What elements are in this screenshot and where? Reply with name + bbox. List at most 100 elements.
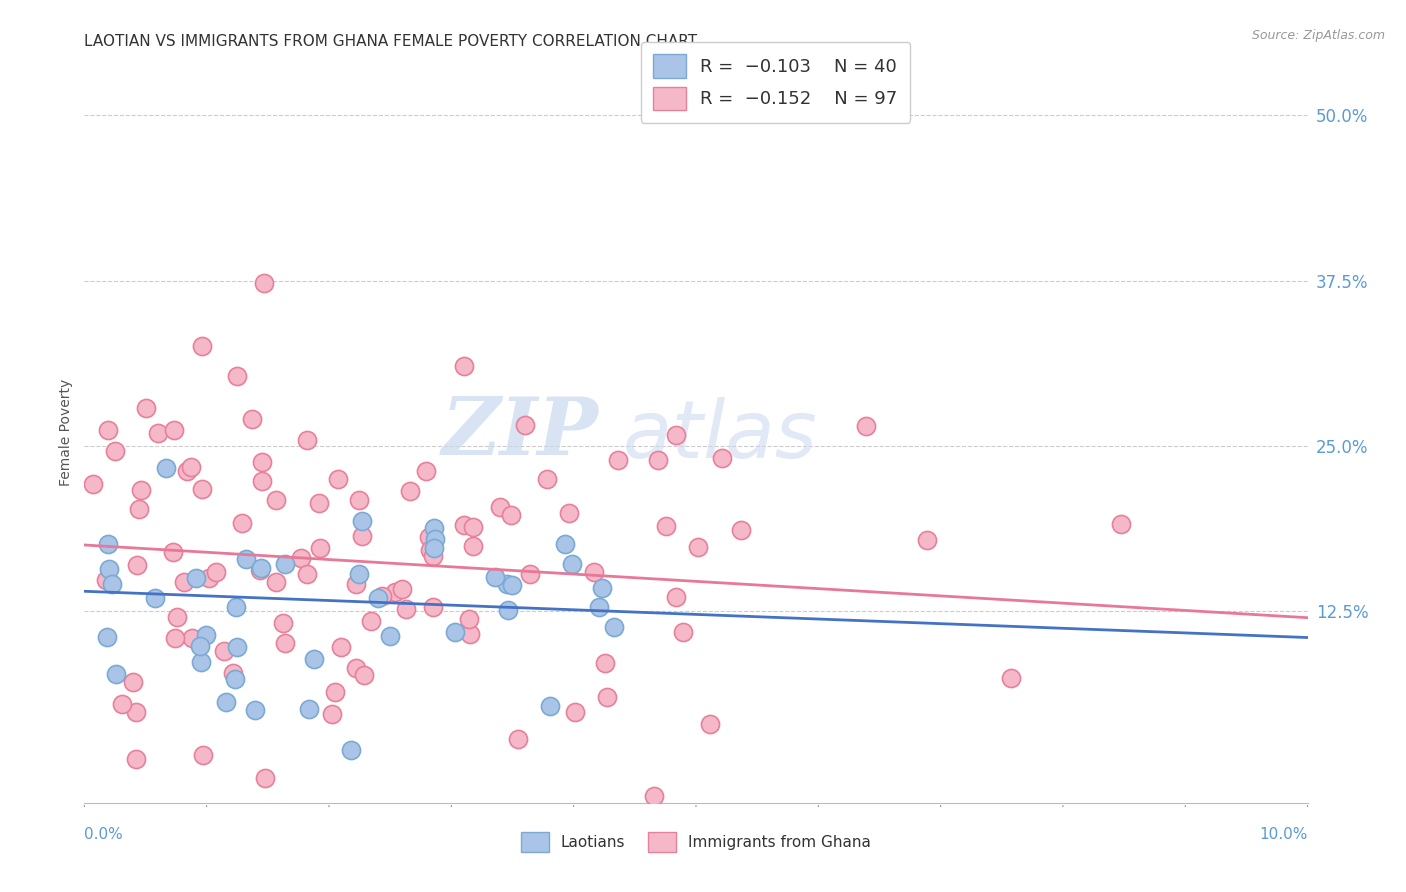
Point bbox=[274, 635, 297, 649]
Point bbox=[225, 600, 247, 615]
Point bbox=[394, 602, 416, 616]
Point bbox=[384, 585, 406, 599]
Point bbox=[176, 464, 198, 478]
Point bbox=[264, 492, 287, 507]
Point bbox=[496, 603, 519, 617]
Point bbox=[593, 656, 616, 670]
Point bbox=[226, 368, 249, 383]
Point bbox=[326, 472, 349, 486]
Point bbox=[163, 631, 186, 645]
Point bbox=[501, 508, 523, 522]
Point bbox=[607, 452, 630, 467]
Point bbox=[224, 672, 246, 686]
Point bbox=[125, 558, 148, 572]
Point bbox=[309, 541, 332, 556]
Point bbox=[155, 460, 177, 475]
Point bbox=[194, 628, 217, 642]
Point bbox=[243, 703, 266, 717]
Point bbox=[101, 577, 124, 591]
Point bbox=[250, 561, 273, 575]
Point bbox=[215, 695, 238, 709]
Point bbox=[325, 685, 347, 699]
Point bbox=[135, 401, 157, 416]
Point bbox=[254, 771, 277, 785]
Point bbox=[643, 789, 665, 804]
Point bbox=[271, 616, 294, 631]
Point bbox=[484, 570, 506, 584]
Point bbox=[554, 537, 576, 551]
Point bbox=[121, 675, 143, 690]
Point bbox=[423, 541, 446, 555]
Point bbox=[298, 702, 321, 716]
Point bbox=[489, 500, 512, 515]
Text: Source: ZipAtlas.com: Source: ZipAtlas.com bbox=[1251, 29, 1385, 42]
Text: LAOTIAN VS IMMIGRANTS FROM GHANA FEMALE POVERTY CORRELATION CHART: LAOTIAN VS IMMIGRANTS FROM GHANA FEMALE … bbox=[84, 34, 697, 49]
Point bbox=[453, 518, 475, 533]
Point bbox=[235, 552, 257, 566]
Point bbox=[173, 574, 195, 589]
Point bbox=[97, 424, 120, 438]
Point bbox=[190, 655, 212, 669]
Point bbox=[253, 276, 276, 290]
Point bbox=[274, 558, 297, 572]
Point bbox=[222, 666, 245, 681]
Point bbox=[190, 483, 212, 497]
Point bbox=[647, 453, 669, 467]
Point bbox=[344, 661, 367, 675]
Point bbox=[672, 625, 695, 640]
Point bbox=[166, 609, 188, 624]
Point bbox=[463, 520, 485, 534]
Point bbox=[344, 576, 367, 591]
Point bbox=[252, 455, 274, 469]
Point bbox=[458, 612, 481, 626]
Point bbox=[124, 705, 146, 719]
Point bbox=[191, 747, 214, 762]
Point bbox=[519, 567, 541, 582]
Point bbox=[418, 531, 440, 545]
Point bbox=[371, 590, 394, 604]
Point bbox=[422, 521, 444, 535]
Point bbox=[515, 417, 537, 432]
Point bbox=[558, 506, 581, 520]
Point bbox=[347, 567, 370, 582]
Point bbox=[143, 591, 166, 606]
Point bbox=[730, 523, 752, 537]
Point bbox=[297, 566, 319, 581]
Point bbox=[198, 571, 221, 585]
Point bbox=[458, 626, 481, 640]
Point bbox=[665, 591, 688, 605]
Point bbox=[422, 600, 444, 615]
Point bbox=[191, 339, 214, 353]
Point bbox=[321, 707, 343, 722]
Point bbox=[350, 514, 373, 528]
Point bbox=[94, 574, 117, 588]
Point bbox=[128, 502, 150, 516]
Point bbox=[162, 545, 184, 559]
Point bbox=[146, 426, 169, 441]
Point bbox=[699, 717, 721, 731]
Point bbox=[378, 629, 401, 643]
Point bbox=[564, 705, 586, 719]
Point bbox=[506, 732, 529, 747]
Text: 10.0%: 10.0% bbox=[1260, 827, 1308, 841]
Point bbox=[1109, 516, 1132, 531]
Point bbox=[603, 620, 626, 634]
Point bbox=[582, 565, 605, 579]
Point bbox=[536, 472, 558, 486]
Point bbox=[415, 464, 437, 478]
Point bbox=[240, 411, 263, 425]
Point bbox=[111, 698, 134, 712]
Point bbox=[419, 542, 441, 557]
Point bbox=[360, 615, 382, 629]
Point bbox=[425, 532, 447, 546]
Legend: Laotians, Immigrants from Ghana: Laotians, Immigrants from Ghana bbox=[515, 826, 877, 858]
Point bbox=[186, 571, 208, 585]
Point bbox=[308, 496, 330, 510]
Point bbox=[453, 359, 475, 374]
Point bbox=[588, 600, 610, 615]
Point bbox=[855, 418, 877, 433]
Point bbox=[96, 537, 118, 551]
Text: 0.0%: 0.0% bbox=[84, 827, 124, 841]
Point bbox=[501, 578, 523, 592]
Point bbox=[104, 443, 127, 458]
